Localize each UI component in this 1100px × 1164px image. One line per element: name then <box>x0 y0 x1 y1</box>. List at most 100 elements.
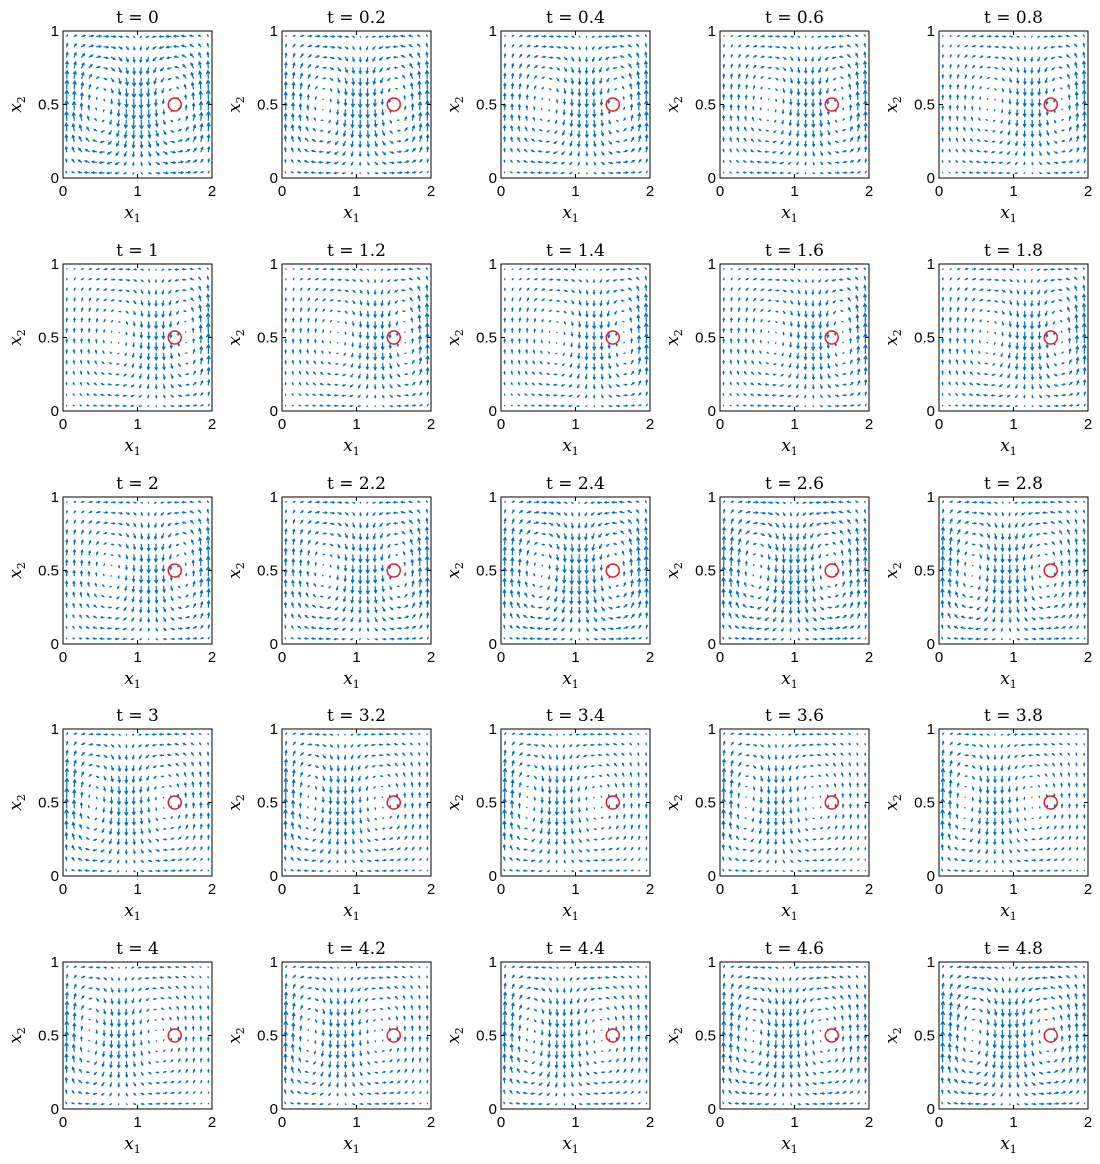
quiver-arrow <box>1015 98 1020 107</box>
quiver-arrow <box>864 158 867 163</box>
quiver-arrow <box>64 69 69 79</box>
quiver-arrow <box>1024 606 1028 613</box>
quiver-arrow <box>533 338 536 344</box>
quiver-arrow <box>1015 109 1019 117</box>
quiver-arrow <box>990 404 996 408</box>
quiver-arrow <box>1068 591 1072 598</box>
quiver-arrow <box>124 838 128 846</box>
quiver-arrow <box>622 560 625 566</box>
quiver-arrow <box>511 306 514 312</box>
quiver-arrow <box>344 289 350 292</box>
quiver-arrow <box>818 279 822 283</box>
quiver-arrow <box>146 352 151 361</box>
quiver-arrow <box>578 627 581 633</box>
quiver-arrow <box>591 46 595 51</box>
quiver-arrow <box>803 363 808 371</box>
quiver-arrow <box>116 838 120 846</box>
quiver-arrow <box>623 394 629 397</box>
quiver-arrow <box>578 289 582 295</box>
quiver-arrow <box>992 119 996 123</box>
quiver-arrow <box>1058 66 1063 69</box>
quiver-arrow <box>1051 541 1056 545</box>
quiver-arrow <box>1075 112 1080 121</box>
quiver-arrow <box>971 338 974 344</box>
quiver-arrow <box>1023 56 1027 63</box>
quiver-arrow <box>789 88 793 95</box>
quiver-arrow <box>553 373 558 376</box>
quiver-arrow <box>1067 538 1070 545</box>
quiver-arrow <box>970 127 974 132</box>
quiver-arrow <box>645 378 649 386</box>
quiver-arrow <box>191 559 195 566</box>
quiver-arrow <box>307 63 312 69</box>
marker-point <box>1043 330 1058 345</box>
quiver-arrow <box>1046 130 1050 137</box>
quiver-arrow <box>636 536 640 545</box>
quiver-arrow <box>723 43 725 48</box>
quiver-arrow <box>154 289 158 296</box>
plot-frame <box>62 30 213 179</box>
quiver-arrow <box>781 119 784 125</box>
quiver-arrow <box>344 321 347 325</box>
quiver-arrow <box>133 310 136 316</box>
quiver-arrow <box>359 321 363 328</box>
quiver-arrow <box>1014 501 1018 504</box>
quiver-arrow <box>539 118 543 121</box>
y-axis-label: x2 <box>6 562 28 579</box>
quiver-arrow <box>314 511 321 514</box>
panel-title: t = 1.6 <box>765 241 824 261</box>
quiver-arrow <box>855 80 860 90</box>
quiver-arrow <box>789 512 793 517</box>
quiver-arrow <box>544 161 550 164</box>
y-tick-label: 1 <box>270 489 278 506</box>
quiver-arrow <box>411 370 416 375</box>
quiver-arrow <box>812 627 818 631</box>
quiver-arrow <box>780 363 784 367</box>
quiver-arrow <box>548 533 554 537</box>
quiver-arrow <box>796 575 801 586</box>
quiver-arrow <box>802 501 807 504</box>
quiver-arrow <box>729 125 733 132</box>
quiver-arrow <box>636 276 640 281</box>
quiver-arrow <box>517 148 521 153</box>
quiver-arrow <box>95 775 100 778</box>
quiver-arrow <box>139 585 143 595</box>
y-tick-label: 0.5 <box>38 97 59 114</box>
quiver-arrow <box>797 310 801 318</box>
quiver-arrow <box>971 511 978 515</box>
quiver-arrow <box>608 384 612 389</box>
quiver-arrow <box>1061 139 1066 142</box>
quiver-arrow <box>372 46 376 50</box>
quiver-arrow <box>779 151 784 155</box>
quiver-arrow <box>1016 67 1020 74</box>
quiver-arrow <box>729 545 734 556</box>
quiver-arrow <box>863 133 868 142</box>
quiver-arrow <box>760 328 763 333</box>
quiver-arrow <box>1061 592 1065 598</box>
quiver-arrow <box>388 331 392 339</box>
quiver-arrow <box>759 117 762 121</box>
quiver-arrow <box>72 591 76 598</box>
quiver-arrow <box>103 328 106 333</box>
quiver-arrow <box>992 363 996 366</box>
quiver-arrow <box>88 510 93 514</box>
quiver-arrow <box>311 393 317 396</box>
quiver-arrow <box>102 109 105 113</box>
quiver-arrow <box>621 540 625 545</box>
quiver-arrow <box>1046 595 1051 598</box>
quiver-arrow <box>510 337 514 344</box>
quiver-arrow <box>365 543 370 553</box>
quiver-arrow <box>644 51 648 58</box>
quiver-arrow <box>283 134 287 142</box>
quiver-arrow <box>305 404 309 407</box>
quiver-arrow <box>503 124 507 132</box>
quiver-arrow <box>638 404 642 407</box>
quiver-arrow <box>831 279 837 282</box>
quiver-arrow <box>552 627 558 631</box>
quiver-arrow <box>623 581 626 587</box>
quiver-arrow <box>359 638 361 641</box>
quiver-arrow <box>531 138 536 142</box>
quiver-arrow <box>365 331 370 340</box>
quiver-arrow <box>154 342 159 352</box>
quiver-arrow <box>993 554 998 563</box>
